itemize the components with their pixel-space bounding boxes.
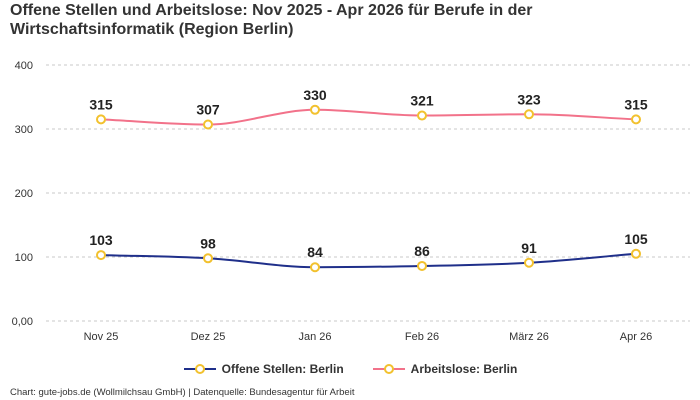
data-label: 330	[303, 87, 327, 103]
series-line-1	[100, 252, 637, 269]
legend-label: Arbeitslose: Berlin	[410, 362, 518, 376]
data-point[interactable]	[203, 119, 213, 130]
data-label: 307	[196, 102, 220, 118]
data-point[interactable]	[96, 250, 106, 261]
legend-line-icon	[372, 364, 405, 374]
data-point[interactable]	[631, 248, 641, 259]
data-label: 315	[624, 96, 648, 112]
x-tick-label: Jan 26	[298, 331, 331, 343]
legend-item[interactable]: Arbeitslose: Berlin	[372, 362, 518, 376]
data-label: 91	[521, 240, 537, 256]
x-tick-label: Nov 25	[84, 331, 119, 343]
legend-line-icon	[183, 364, 216, 374]
y-tick-label: 0,00	[12, 316, 33, 328]
data-label: 98	[200, 235, 216, 251]
data-point[interactable]	[524, 257, 534, 268]
y-tick-label: 100	[15, 252, 33, 264]
x-tick-label: Apr 26	[620, 331, 652, 343]
data-point[interactable]	[203, 253, 213, 264]
x-tick-label: Dez 25	[191, 331, 226, 343]
y-tick-label: 400	[15, 60, 33, 72]
legend-label: Offene Stellen: Berlin	[221, 362, 344, 376]
chart-credits: Chart: gute-jobs.de (Wollmilchsau GmbH) …	[10, 387, 355, 398]
data-label: 103	[89, 232, 113, 248]
data-label: 86	[414, 243, 430, 259]
data-label: 105	[624, 231, 648, 247]
legend-item[interactable]: Offene Stellen: Berlin	[183, 362, 344, 376]
series-line-2	[100, 108, 637, 126]
y-tick-label: 200	[15, 188, 33, 200]
data-point[interactable]	[417, 110, 427, 121]
y-tick-label: 300	[15, 124, 33, 136]
data-label: 315	[89, 96, 113, 112]
data-point[interactable]	[417, 260, 427, 271]
data-point[interactable]	[524, 109, 534, 120]
chart-title: Offene Stellen und Arbeitslose: Nov 2025…	[10, 2, 533, 38]
data-point[interactable]	[631, 114, 641, 125]
data-point[interactable]	[310, 262, 320, 273]
data-point[interactable]	[310, 104, 320, 115]
x-tick-label: Feb 26	[405, 331, 439, 343]
data-label: 323	[517, 91, 541, 107]
data-point[interactable]	[96, 114, 106, 125]
data-label: 321	[410, 93, 434, 109]
chart-legend: Offene Stellen: Berlin Arbeitslose: Berli…	[0, 362, 700, 376]
data-label: 84	[307, 244, 323, 260]
x-tick-label: März 26	[509, 331, 549, 343]
